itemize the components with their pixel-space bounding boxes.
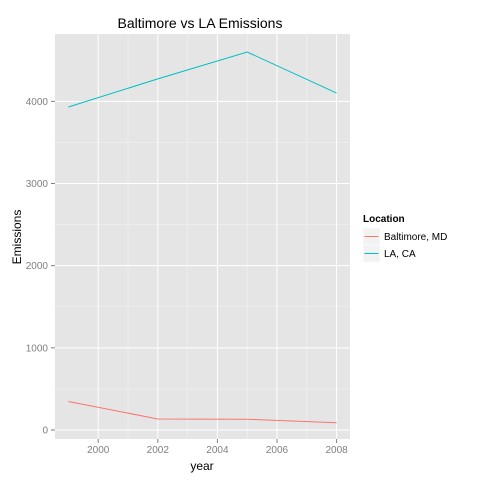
x-tick-label: 2008: [325, 445, 348, 456]
legend: Location Baltimore, MD LA, CA: [362, 214, 447, 263]
series-line-baltimore: [68, 400, 337, 424]
y-axis-title: Emissions: [10, 210, 24, 265]
y-tick-label: 3000: [26, 179, 49, 190]
y-tick-label: 1000: [26, 343, 49, 354]
legend-items: Baltimore, MD LA, CA: [362, 227, 447, 263]
x-tick-label: 2002: [147, 445, 170, 456]
y-tick-labels: 0 1000 2000 3000 4000: [26, 97, 49, 437]
y-tick-label: 2000: [26, 261, 49, 272]
legend-label: Baltimore, MD: [384, 232, 447, 243]
series-lines: [68, 51, 337, 424]
axis-ticks: [51, 100, 338, 443]
x-axis-title: year: [190, 459, 213, 473]
y-tick-label: 4000: [26, 97, 49, 108]
legend-label: LA, CA: [384, 249, 416, 260]
x-tick-label: 2000: [87, 445, 110, 456]
y-tick-label: 0: [42, 425, 48, 436]
x-tick-label: 2004: [206, 445, 229, 456]
x-tick-labels: 2000 2002 2004 2006 2008: [87, 445, 348, 456]
legend-title: Location: [363, 214, 405, 225]
major-gridlines: [55, 34, 350, 439]
series-line-la: [68, 51, 337, 108]
chart-title: Baltimore vs LA Emissions: [118, 15, 283, 31]
x-tick-label: 2006: [266, 445, 289, 456]
plot-background: [55, 34, 350, 439]
